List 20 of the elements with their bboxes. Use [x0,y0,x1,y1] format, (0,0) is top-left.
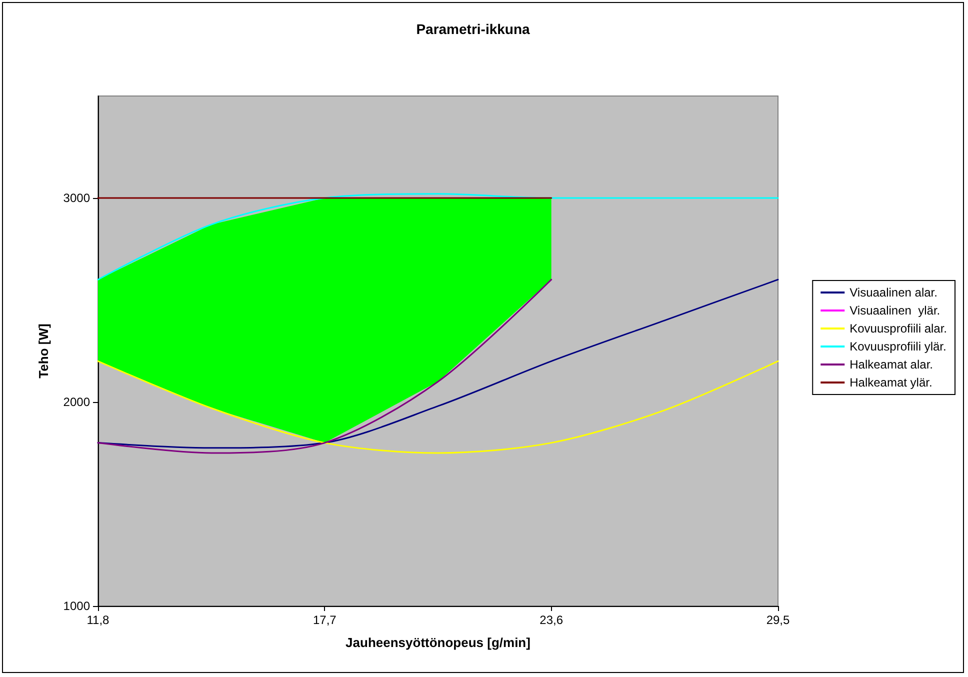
x-tick-label: 17,7 [312,613,337,627]
legend-label: Kovuusprofiili alar. [850,322,948,336]
legend-label: Kovuusprofiili ylär. [850,340,946,354]
line-series [97,278,552,454]
legend-label: Visuaalinen ylär. [850,304,940,318]
x-tick-label: 29,5 [766,613,790,627]
legend-label: Visuaalinen alar. [850,286,938,300]
legend-label: Halkeamat alar. [850,358,933,372]
y-axis-title: Teho [W] [36,324,51,378]
chart-title: Parametri-ikkuna [416,21,530,37]
y-tick-label: 2000 [63,395,90,409]
y-tick-label: 3000 [63,191,90,205]
line-series [97,278,779,449]
line-series [97,360,779,454]
legend-label: Halkeamat ylär. [850,376,932,390]
x-tick-label: 23,6 [540,613,564,627]
x-tick-label: 11,8 [86,613,110,627]
line-series [97,193,779,280]
y-tick-label: 1000 [63,599,90,613]
x-axis-title: Jauheensyöttönopeus [g/min] [346,635,530,650]
